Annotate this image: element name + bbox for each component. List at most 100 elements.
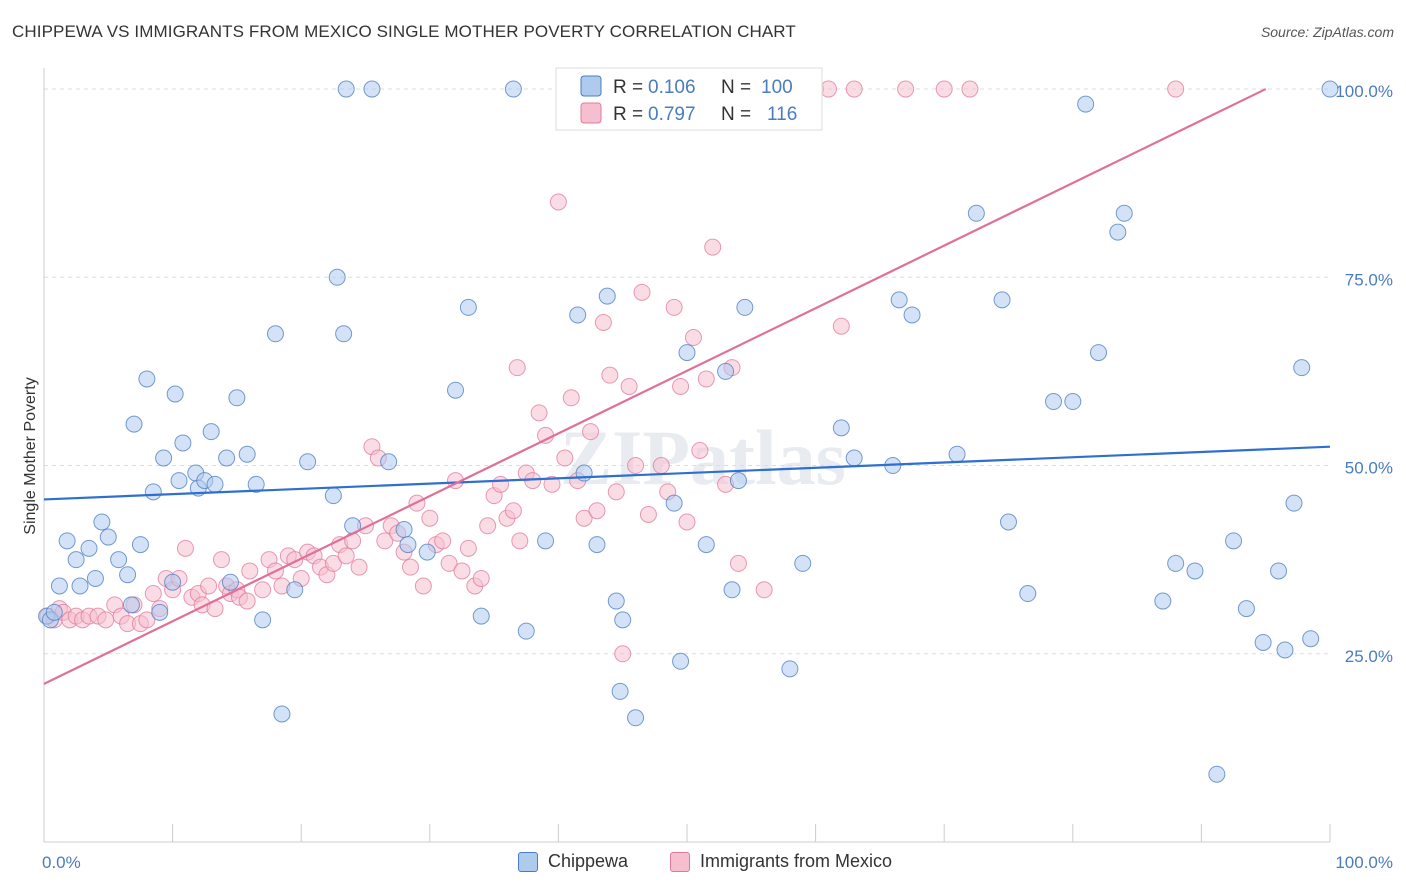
immigrants-point-110 (832, 317, 850, 335)
chippewa-point-100 (1321, 80, 1339, 98)
chippewa-point-91 (1208, 765, 1226, 783)
chippewa-point-28 (206, 475, 224, 493)
tick-labels: 25.0% 50.0% 75.0% 100.0% 0.0% 100.0% (42, 82, 1393, 872)
chippewa-point-60 (611, 682, 629, 700)
immigrants-point-68 (472, 569, 490, 587)
chippewa-point-47 (399, 536, 417, 554)
chippewa-point-8 (86, 569, 104, 587)
chippewa-point-94 (1254, 633, 1272, 651)
chippewa-point-78 (948, 445, 966, 463)
chippewa-point-35 (266, 325, 284, 343)
immigrants-point-102 (697, 370, 715, 388)
series-immigrants-points (39, 80, 1185, 663)
immigrants-point-78 (537, 426, 555, 444)
legend-swatch-chippewa-bottom (518, 851, 538, 872)
chippewa-point-73 (832, 419, 850, 437)
chippewa-point-23 (174, 434, 192, 452)
chippewa-point-34 (254, 611, 272, 629)
chippewa-point-16 (138, 370, 156, 388)
legend-label-immigrants: Immigrants from Mexico (700, 851, 893, 871)
chippewa-point-4 (58, 532, 76, 550)
immigrants-point-47 (337, 547, 355, 565)
chippewa-point-42 (337, 80, 355, 98)
immigrants-point-53 (376, 532, 394, 550)
immigrants-point-82 (562, 389, 580, 407)
immigrants-point-91 (620, 377, 638, 395)
immigrants-point-109 (819, 80, 837, 98)
immigrants-point-88 (601, 366, 619, 384)
source-label: Source: ZipAtlas.com (1260, 24, 1394, 40)
chippewa-point-79 (993, 291, 1011, 309)
trend-line-0 (43, 445, 1331, 501)
immigrants-point-59 (414, 577, 432, 595)
chippewa-point-67 (717, 362, 735, 380)
chippewa-point-63 (665, 494, 683, 512)
immigrants-point-84 (575, 509, 593, 527)
immigrants-point-92 (627, 457, 645, 475)
legend-item-immigrants: Immigrants from Mexico (670, 851, 892, 872)
chippewa-point-7 (80, 539, 98, 557)
chippewa-point-84 (1077, 95, 1095, 113)
chippewa-point-10 (99, 528, 117, 546)
immigrants-point-74 (511, 532, 529, 550)
immigrants-point-65 (453, 562, 471, 580)
legend-n-label-b: N = (721, 104, 751, 125)
legend-box: R = 0.106 N = 100 R = 0.797 N = 116 (555, 67, 823, 131)
chippewa-point-53 (504, 80, 522, 98)
chippewa-point-77 (903, 306, 921, 324)
immigrants-point-100 (684, 329, 702, 347)
chippewa-point-99 (1302, 630, 1320, 648)
y-tick-label-0: 25.0% (1345, 647, 1393, 666)
chippewa-point-20 (164, 573, 182, 591)
chippewa-point-86 (1109, 223, 1127, 241)
chippewa-point-14 (125, 415, 143, 433)
chippewa-point-54 (537, 532, 555, 550)
chippewa-point-37 (286, 581, 304, 599)
immigrants-point-71 (492, 475, 510, 493)
legend-n-value-a: 100 (761, 77, 793, 98)
chippewa-point-92 (1225, 532, 1243, 550)
chippewa-point-29 (218, 449, 236, 467)
immigrants-point-79 (543, 475, 561, 493)
legend-n-label-a: N = (721, 77, 751, 98)
chippewa-point-52 (517, 622, 535, 640)
chippewa-point-9 (93, 513, 111, 531)
chippewa-point-66 (697, 536, 715, 554)
immigrants-point-16 (144, 585, 162, 603)
immigrants-point-25 (200, 577, 218, 595)
chippewa-point-3 (50, 577, 68, 595)
chippewa-point-57 (588, 536, 606, 554)
chippewa-point-76 (890, 291, 908, 309)
immigrants-point-9 (97, 611, 115, 629)
immigrants-point-27 (212, 551, 230, 569)
immigrants-point-105 (729, 554, 747, 572)
legend-r-label-b: R = (613, 104, 643, 125)
chippewa-point-30 (221, 573, 239, 591)
chippewa-point-27 (202, 423, 220, 441)
immigrants-point-99 (678, 513, 696, 531)
chippewa-point-98 (1293, 359, 1311, 377)
axes (43, 68, 1331, 843)
chippewa-point-97 (1285, 494, 1303, 512)
chippewa-point-40 (328, 268, 346, 286)
bottom-legend: Chippewa Immigrants from Mexico (0, 849, 1406, 879)
chippewa-point-49 (447, 381, 465, 399)
chippewa-point-69 (729, 472, 747, 490)
chippewa-point-85 (1090, 344, 1108, 362)
immigrants-point-34 (254, 581, 272, 599)
chippewa-point-96 (1276, 641, 1294, 659)
chippewa-point-19 (155, 449, 173, 467)
legend-swatch-immigrants (580, 102, 602, 124)
chippewa-point-88 (1154, 592, 1172, 610)
immigrants-point-63 (440, 554, 458, 572)
immigrants-point-89 (607, 483, 625, 501)
immigrants-point-87 (594, 313, 612, 331)
immigrants-point-33 (241, 562, 259, 580)
chippewa-point-5 (67, 551, 85, 569)
trend-lines (43, 88, 1331, 685)
chippewa-point-15 (131, 536, 149, 554)
chippewa-point-61 (614, 611, 632, 629)
legend-swatch-immigrants-bottom (670, 851, 690, 872)
immigrants-point-112 (897, 80, 915, 98)
chippewa-point-59 (607, 592, 625, 610)
